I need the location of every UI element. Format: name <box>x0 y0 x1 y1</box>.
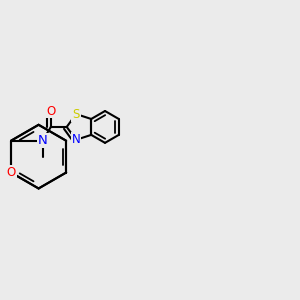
Text: N: N <box>38 134 48 147</box>
Text: S: S <box>72 108 80 121</box>
Text: O: O <box>46 104 56 118</box>
Text: O: O <box>6 166 16 179</box>
Text: N: N <box>72 133 80 146</box>
